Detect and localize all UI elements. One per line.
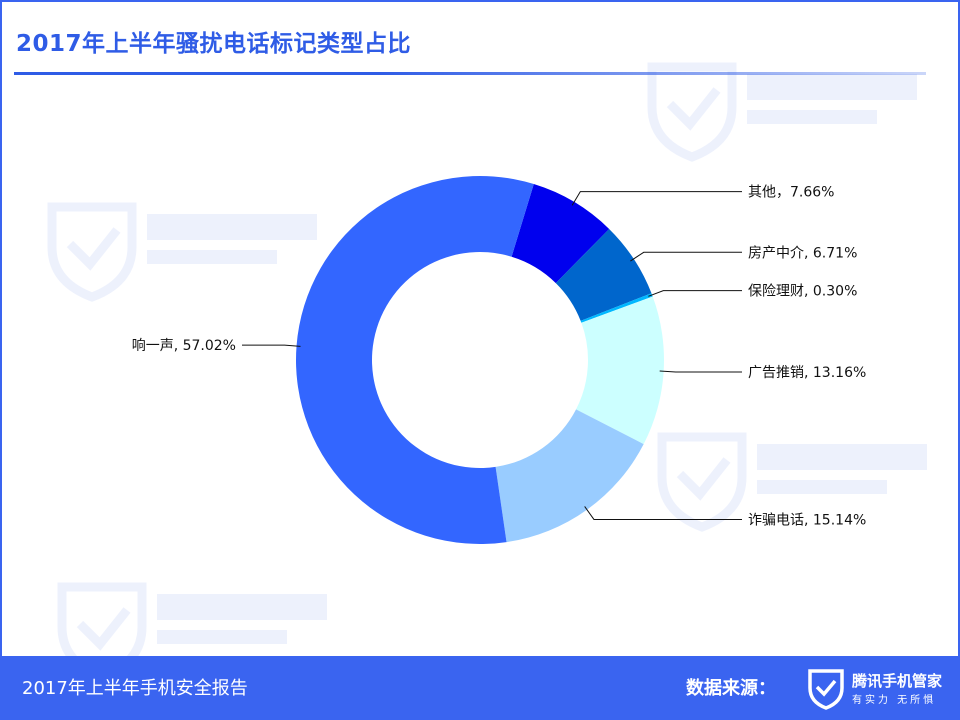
watermark-logo bbox=[57, 582, 327, 682]
tencent-shield-check-icon bbox=[808, 669, 844, 710]
slice-label: 响一声, 57.02% bbox=[132, 338, 236, 354]
slice-label: 保险理财, 0.30% bbox=[748, 284, 857, 300]
leader-line bbox=[571, 191, 742, 206]
title-divider bbox=[14, 72, 926, 75]
slice-label: 广告推销, 13.16% bbox=[748, 365, 866, 381]
brand-slogan: 有实力 无所惧 bbox=[852, 695, 937, 706]
slice-labels: 其他，7.66% 房产中介, 6.71% 保险理财, 0.30% 广告推销, 13.1… bbox=[132, 185, 867, 529]
donut-slice bbox=[580, 293, 653, 323]
chart-title: 2017年上半年骚扰电话标记类型占比 bbox=[16, 31, 412, 57]
donut-slice bbox=[495, 409, 644, 543]
leader-line bbox=[630, 251, 742, 262]
leader-lines bbox=[242, 191, 742, 520]
leader-line bbox=[242, 344, 301, 347]
donut-chart: 其他，7.66% 房产中介, 6.71% 保险理财, 0.30% 广告推销, 13.1… bbox=[132, 175, 867, 545]
brand-logo: 腾讯手机管家 有实力 无所惧 bbox=[806, 666, 956, 710]
report-title: 2017年上半年手机安全报告 bbox=[22, 678, 248, 699]
donut-slice bbox=[576, 296, 665, 445]
leader-line bbox=[659, 370, 742, 373]
slice-label: 诈骗电话, 15.14% bbox=[748, 512, 866, 528]
brand-name: 腾讯手机管家 bbox=[852, 672, 943, 690]
slice-label: 房产中介, 6.71% bbox=[748, 245, 857, 261]
donut-slice bbox=[295, 175, 534, 545]
leader-line bbox=[584, 506, 742, 520]
watermark-logo bbox=[647, 62, 917, 162]
donut-slices bbox=[295, 175, 665, 545]
slice-label: 其他，7.66% bbox=[748, 185, 834, 201]
watermark-logo bbox=[47, 202, 317, 302]
donut-slice bbox=[511, 184, 610, 284]
donut-slice bbox=[555, 228, 652, 321]
leader-line bbox=[648, 290, 742, 297]
footer-bar: 2017年上半年手机安全报告 数据来源： 腾讯手机管家 有实力 无所惧 bbox=[2, 656, 958, 718]
watermark-logo bbox=[657, 432, 927, 532]
data-source-label: 数据来源： bbox=[686, 678, 776, 699]
